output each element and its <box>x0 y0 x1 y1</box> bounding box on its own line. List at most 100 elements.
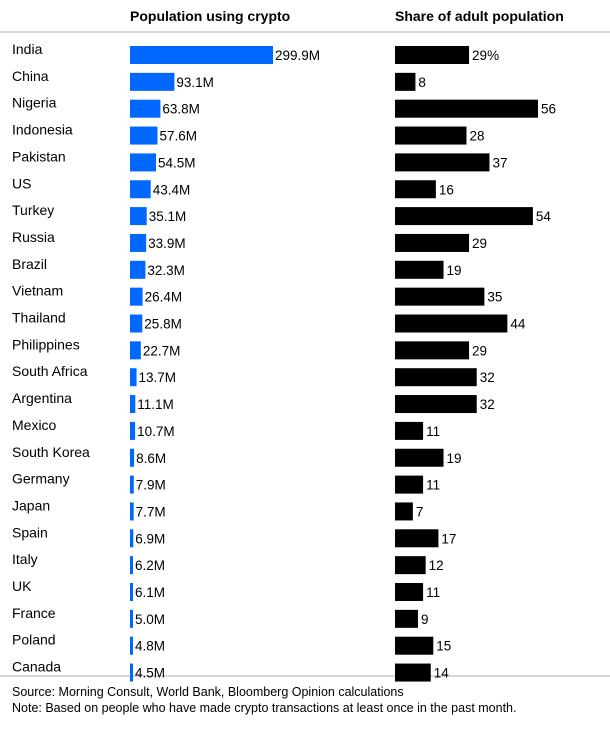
share-bar-philippines <box>395 341 470 360</box>
share-bar-south-africa <box>395 368 477 387</box>
share-bar-spain <box>395 529 439 548</box>
population-value-brazil: 32.3M <box>147 263 185 278</box>
population-bar-japan <box>130 502 134 521</box>
country-label-argentina: Argentina <box>12 390 72 406</box>
share-value-mexico: 11 <box>426 424 440 439</box>
header-share: Share of adult population <box>395 8 564 24</box>
share-bar-vietnam <box>395 287 485 306</box>
share-bar-mexico <box>395 421 424 440</box>
share-bar-us <box>395 180 436 199</box>
country-label-china: China <box>12 68 49 84</box>
country-label-poland: Poland <box>12 632 56 648</box>
population-bar-italy <box>130 556 133 575</box>
population-bar-south-korea <box>130 448 135 467</box>
share-value-thailand: 44 <box>510 317 526 332</box>
country-label-mexico: Mexico <box>12 417 57 433</box>
share-value-vietnam: 35 <box>487 290 502 305</box>
population-bar-spain <box>130 529 134 548</box>
population-value-mexico: 10.7M <box>137 424 175 439</box>
population-value-japan: 7.7M <box>136 504 166 519</box>
share-value-philippines: 29 <box>472 343 487 358</box>
population-value-south-korea: 8.6M <box>136 451 166 466</box>
country-label-russia: Russia <box>12 229 55 245</box>
share-value-canada: 14 <box>434 666 450 681</box>
share-value-japan: 7 <box>416 504 424 519</box>
population-bar-thailand <box>130 314 143 333</box>
population-bar-pakistan <box>130 153 156 172</box>
share-bar-france <box>395 609 418 628</box>
country-label-nigeria: Nigeria <box>12 95 57 111</box>
population-bar-india <box>130 46 273 64</box>
population-bar-philippines <box>130 341 141 360</box>
population-bar-indonesia <box>130 126 158 145</box>
population-value-pakistan: 54.5M <box>158 155 196 170</box>
share-value-india: 29% <box>472 48 499 63</box>
population-value-canada: 4.5M <box>135 666 165 681</box>
share-value-brazil: 19 <box>447 263 462 278</box>
population-bar-nigeria <box>130 99 161 118</box>
share-value-nigeria: 56 <box>541 102 556 117</box>
population-value-spain: 6.9M <box>135 531 165 546</box>
population-bar-brazil <box>130 260 146 279</box>
population-value-nigeria: 63.8M <box>162 102 200 117</box>
population-bar-china <box>130 72 175 91</box>
population-bar-us <box>130 180 151 199</box>
share-value-indonesia: 28 <box>470 129 485 144</box>
population-value-poland: 4.8M <box>135 639 165 654</box>
population-bar-uk <box>130 583 133 601</box>
source-note: Source: Morning Consult, World Bank, Blo… <box>12 685 404 699</box>
population-value-russia: 33.9M <box>148 236 186 251</box>
country-label-pakistan: Pakistan <box>12 148 66 164</box>
share-bar-thailand <box>395 314 508 333</box>
share-value-turkey: 54 <box>536 209 552 224</box>
share-bar-japan <box>395 502 413 521</box>
share-value-south-korea: 19 <box>447 451 462 466</box>
share-value-us: 16 <box>439 182 454 197</box>
share-value-poland: 15 <box>436 639 451 654</box>
share-value-uk: 11 <box>426 585 440 600</box>
footnote: Note: Based on people who have made cryp… <box>12 701 517 715</box>
country-label-indonesia: Indonesia <box>12 122 73 138</box>
population-bar-poland <box>130 636 133 655</box>
country-label-uk: UK <box>12 578 32 594</box>
country-label-germany: Germany <box>12 471 70 487</box>
population-value-us: 43.4M <box>153 182 191 197</box>
country-label-turkey: Turkey <box>12 202 54 218</box>
population-bar-south-africa <box>130 368 137 387</box>
population-value-france: 5.0M <box>135 612 165 627</box>
population-bar-russia <box>130 233 147 252</box>
share-bar-turkey <box>395 207 533 226</box>
share-bar-uk <box>395 583 424 601</box>
population-bar-germany <box>130 475 134 494</box>
country-label-japan: Japan <box>12 497 50 513</box>
population-bar-canada <box>130 663 133 682</box>
population-value-indonesia: 57.6M <box>159 129 197 144</box>
share-bar-argentina <box>395 395 477 414</box>
country-label-brazil: Brazil <box>12 256 47 272</box>
share-bar-canada <box>395 663 431 682</box>
share-bar-south-korea <box>395 448 444 467</box>
country-label-thailand: Thailand <box>12 310 66 326</box>
share-bar-italy <box>395 556 426 575</box>
share-bar-nigeria <box>395 99 538 118</box>
country-label-south-korea: South Korea <box>12 444 90 460</box>
country-label-spain: Spain <box>12 524 48 540</box>
population-bar-mexico <box>130 421 136 440</box>
share-value-france: 9 <box>421 612 429 627</box>
population-value-argentina: 11.1M <box>137 397 174 412</box>
share-bar-brazil <box>395 260 444 279</box>
population-value-india: 299.9M <box>275 48 320 63</box>
country-label-vietnam: Vietnam <box>12 283 63 299</box>
share-value-china: 8 <box>418 75 426 90</box>
population-value-philippines: 22.7M <box>143 343 181 358</box>
share-value-pakistan: 37 <box>492 155 507 170</box>
share-value-germany: 11 <box>426 478 440 493</box>
population-value-south-africa: 13.7M <box>139 370 177 385</box>
header-population: Population using crypto <box>130 8 290 24</box>
population-value-china: 93.1M <box>176 75 214 90</box>
country-label-italy: Italy <box>12 551 38 567</box>
population-value-germany: 7.9M <box>136 478 166 493</box>
share-value-russia: 29 <box>472 236 487 251</box>
share-bar-russia <box>395 233 470 252</box>
